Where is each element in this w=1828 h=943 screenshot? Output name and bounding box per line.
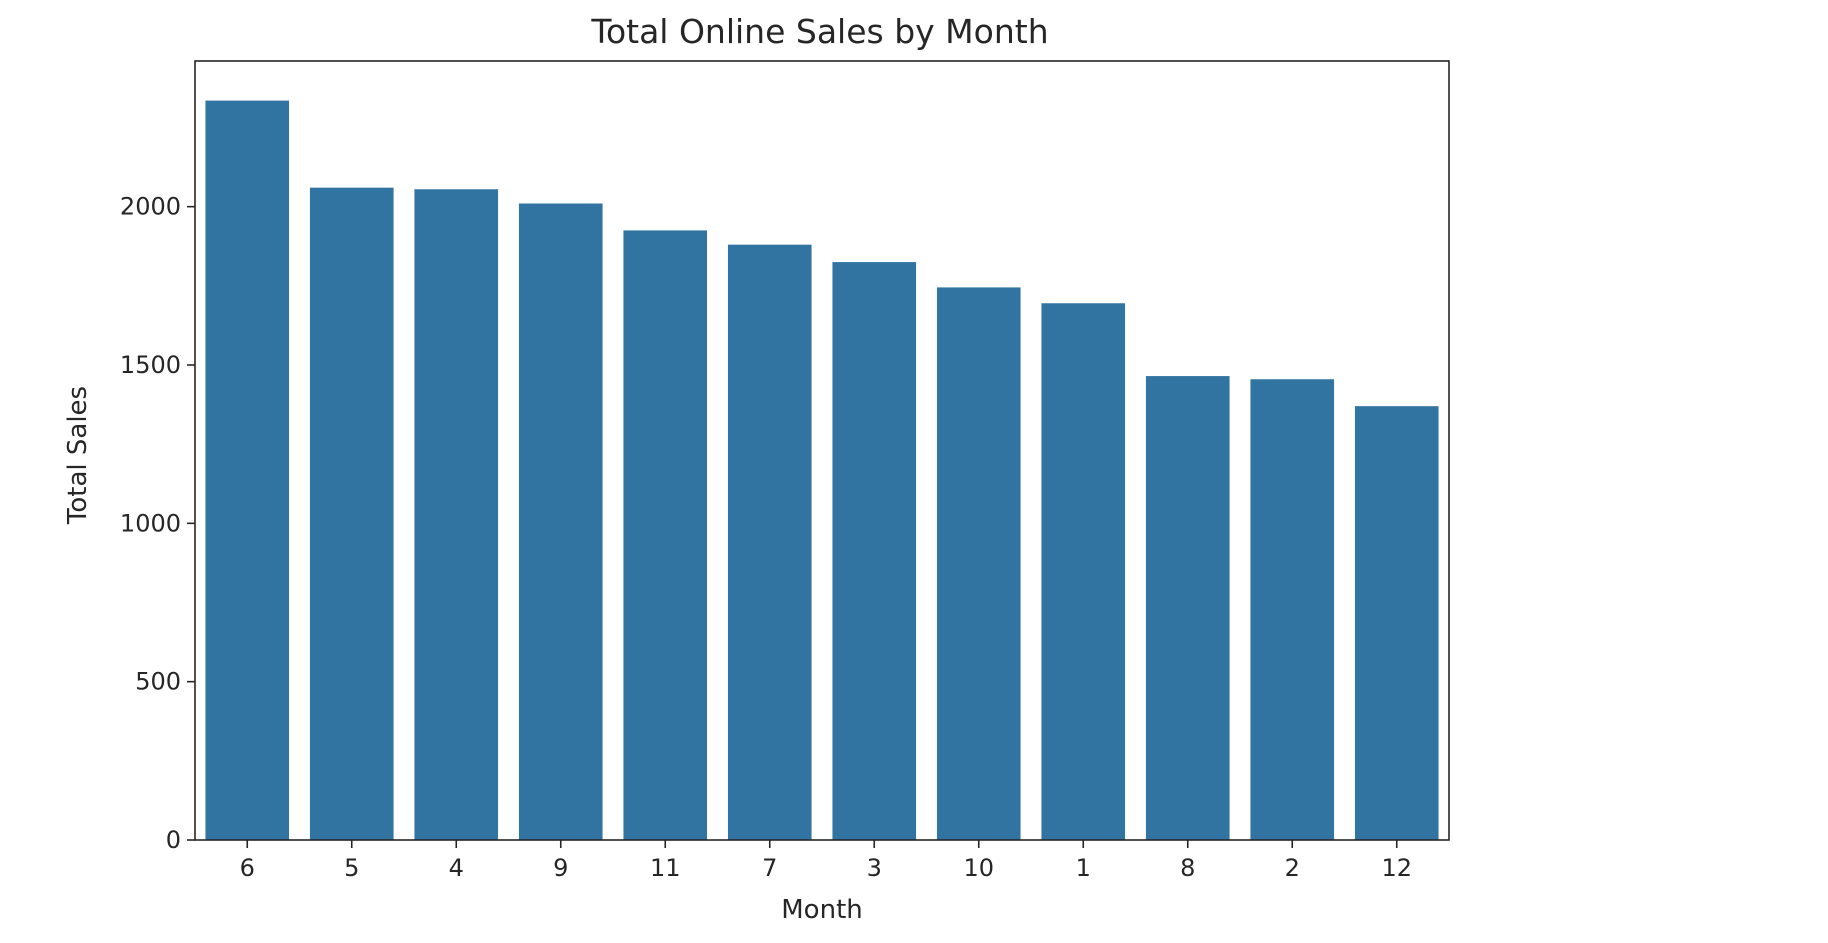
x-tick-label: 11 [650,854,681,882]
x-tick-label: 8 [1180,854,1195,882]
x-tick-label: 1 [1076,854,1091,882]
bar-month-2 [1250,379,1335,840]
chart-title: Total Online Sales by Month [590,12,1048,51]
bar-month-5 [309,187,394,840]
x-axis-label: Month [781,895,863,925]
x-tick-label: 5 [344,854,359,882]
x-tick-label: 3 [867,854,882,882]
bar-month-6 [205,100,290,841]
bar-month-8 [1145,376,1230,840]
y-axis: 0 500 1000 1500 2000 [120,193,195,854]
bar-month-11 [623,230,708,840]
y-tick-label: 1500 [120,351,181,379]
x-tick-label: 4 [449,854,464,882]
x-tick-label: 2 [1285,854,1300,882]
plot-frame [194,60,1450,841]
y-tick-label: 2000 [120,193,181,221]
bar-month-10 [936,287,1021,841]
y-tick-label: 500 [135,668,181,696]
bar-month-4 [414,189,499,840]
x-axis: 6 5 4 9 11 7 3 10 1 8 2 12 [240,840,1412,882]
x-tick-label: 12 [1381,854,1412,882]
x-tick-label: 10 [963,854,994,882]
bar-month-3 [832,262,917,840]
bar-month-9 [518,203,603,840]
x-tick-label: 7 [762,854,777,882]
bar-month-12 [1354,406,1439,840]
y-tick-label: 1000 [120,509,181,537]
x-tick-label: 6 [240,854,255,882]
y-tick-label: 0 [166,826,181,854]
bars-layer [205,100,1439,841]
x-tick-label: 9 [553,854,568,882]
y-axis-label: Total Sales [63,386,93,525]
bar-month-7 [727,244,812,840]
bar-month-1 [1041,303,1126,840]
